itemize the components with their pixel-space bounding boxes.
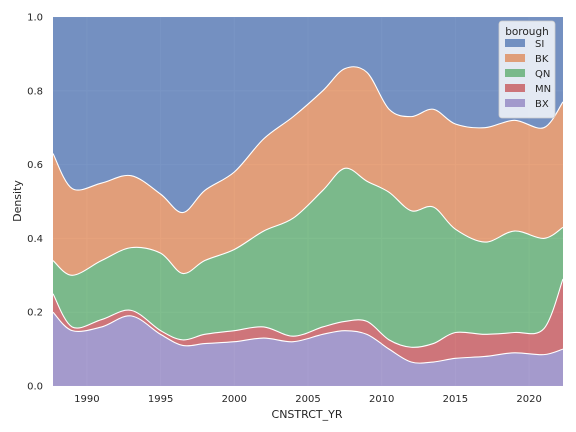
legend-title: borough bbox=[505, 26, 549, 38]
legend-label: BK bbox=[535, 54, 549, 65]
y-axis: 0.0 0.2 0.4 0.6 0.8 1.0 bbox=[27, 13, 43, 393]
x-axis-label: CNSTRCT_YR bbox=[272, 408, 343, 421]
x-tick-label: 2010 bbox=[369, 394, 394, 405]
legend-label: QN bbox=[535, 69, 550, 80]
legend-swatch bbox=[505, 84, 525, 92]
y-tick-label: 0.4 bbox=[27, 234, 43, 245]
legend-swatch bbox=[505, 99, 525, 107]
x-tick-label: 2015 bbox=[443, 394, 468, 405]
x-tick-label: 2020 bbox=[516, 394, 541, 405]
x-tick-label: 1995 bbox=[148, 394, 173, 405]
legend-swatch bbox=[505, 39, 525, 47]
y-tick-label: 1.0 bbox=[27, 13, 43, 24]
x-tick-label: 2000 bbox=[222, 394, 247, 405]
legend-label: SI bbox=[535, 39, 544, 50]
legend-label: BX bbox=[535, 99, 549, 110]
legend: borough SI BK QN MN BX bbox=[499, 21, 555, 118]
y-tick-label: 0.6 bbox=[27, 160, 43, 171]
y-tick-label: 0.0 bbox=[27, 382, 43, 393]
x-tick-label: 2005 bbox=[295, 394, 320, 405]
x-tick-label: 1990 bbox=[74, 394, 99, 405]
y-tick-label: 0.2 bbox=[27, 308, 43, 319]
y-axis-label: Density bbox=[11, 180, 24, 222]
stacked-areas bbox=[53, 17, 563, 386]
legend-swatch bbox=[505, 69, 525, 77]
x-axis: 1990 1995 2000 2005 2010 2015 2020 bbox=[74, 394, 542, 405]
y-tick-label: 0.8 bbox=[27, 86, 43, 97]
legend-label: MN bbox=[535, 84, 551, 95]
legend-swatch bbox=[505, 54, 525, 62]
